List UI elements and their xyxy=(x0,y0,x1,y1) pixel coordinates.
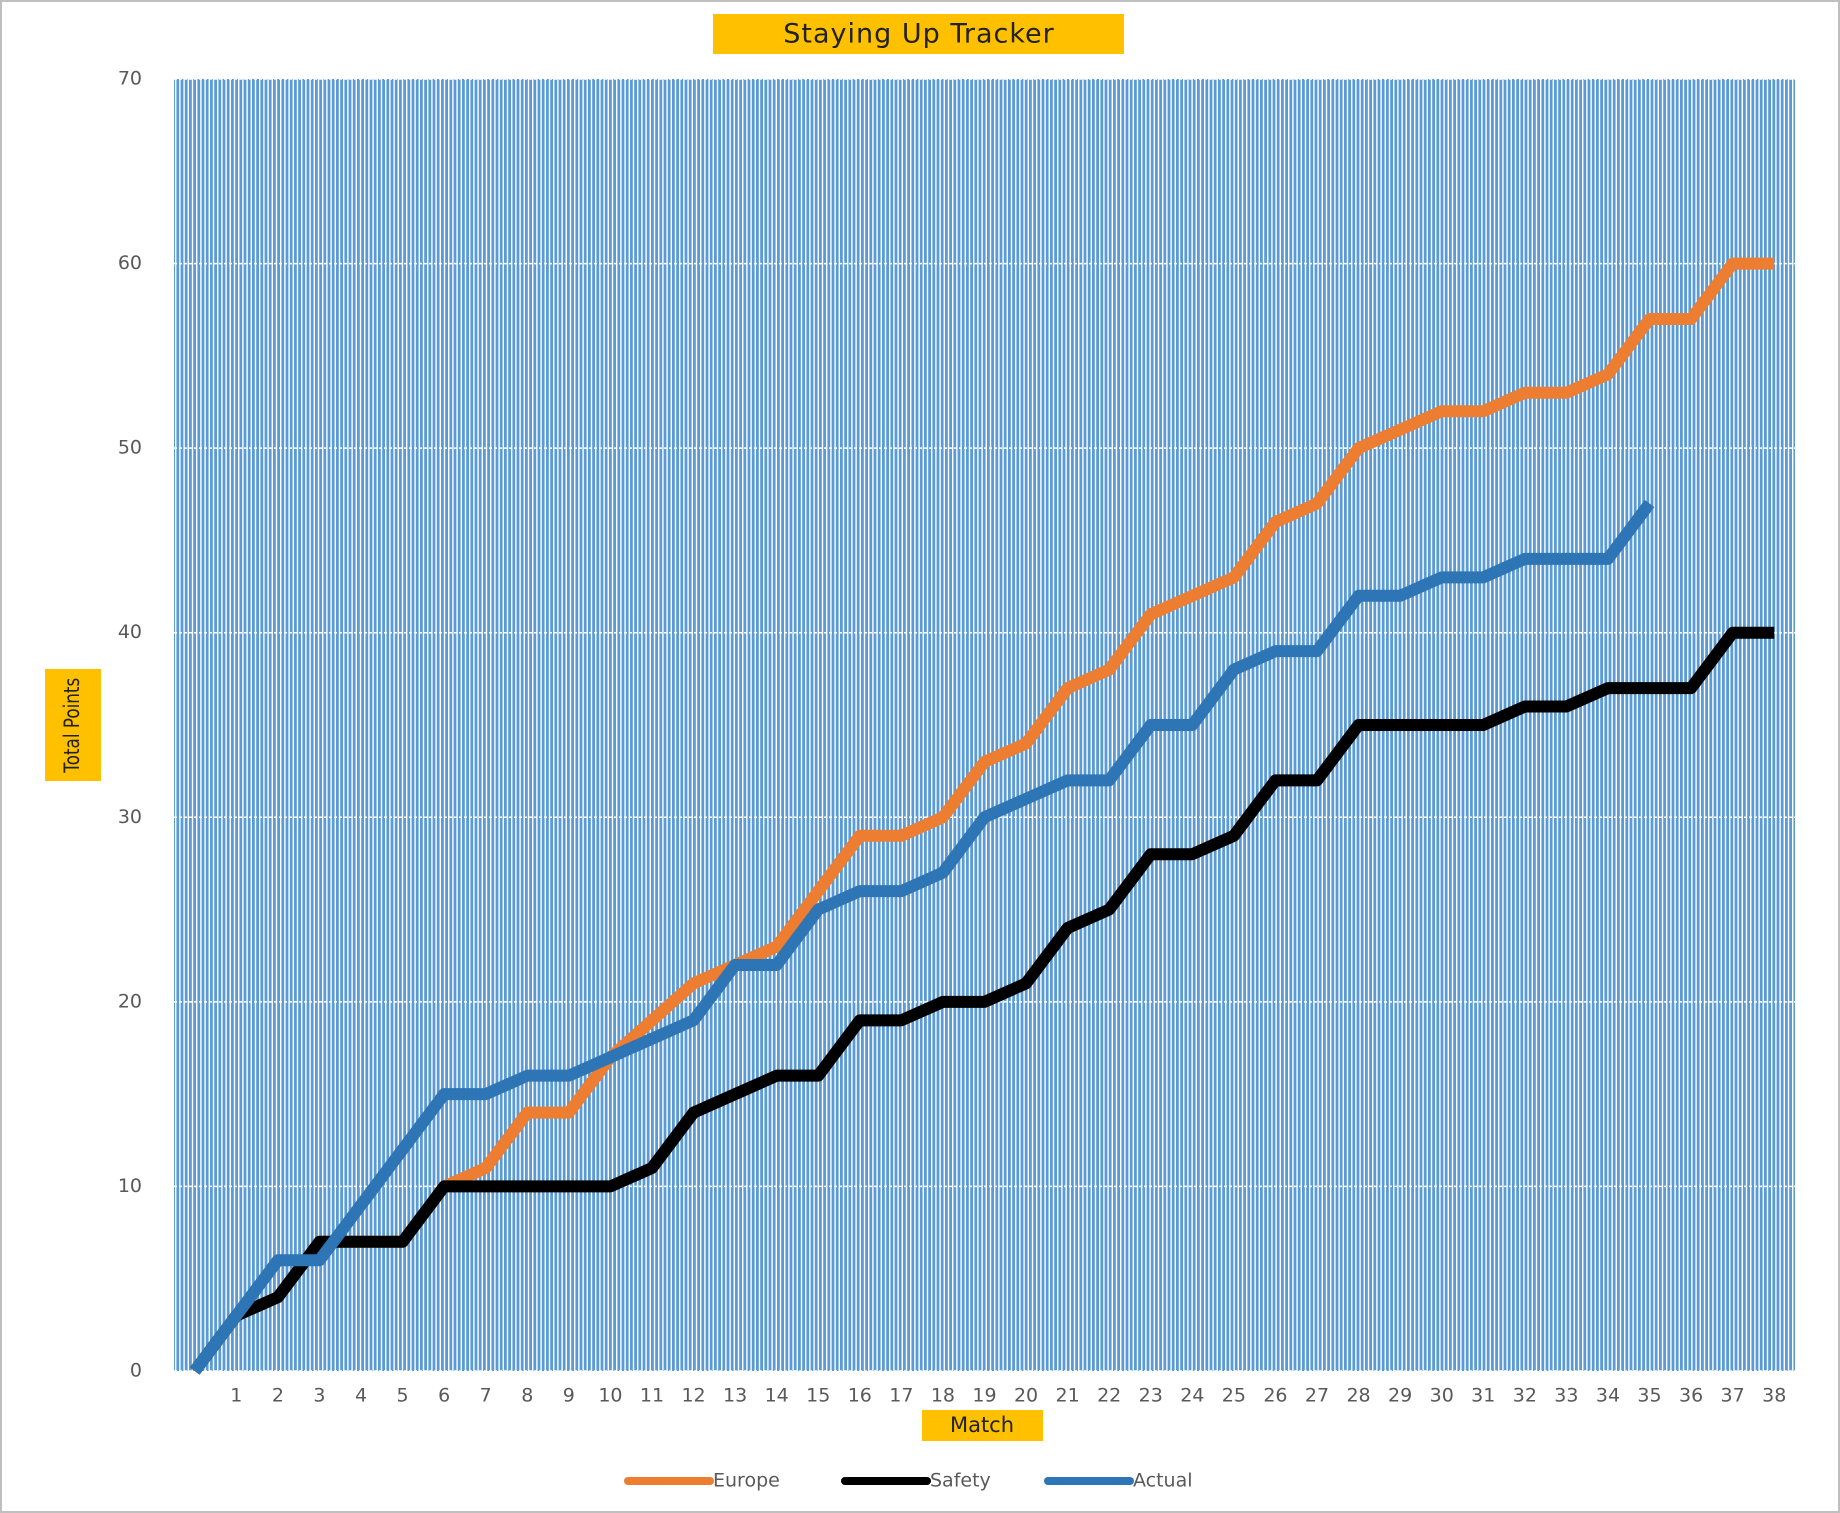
legend-label: Europe xyxy=(713,1470,780,1492)
legend-label: Safety xyxy=(930,1470,991,1492)
y-tick-label: 60 xyxy=(118,252,142,274)
series-line xyxy=(189,257,1775,1375)
plot-area xyxy=(174,79,1795,1371)
x-tick-label: 31 xyxy=(1471,1385,1495,1407)
chart-title: Staying Up Tracker xyxy=(783,19,1054,50)
y-tick-label: 20 xyxy=(118,990,142,1012)
y-tick-label: 0 xyxy=(130,1360,142,1382)
y-tick-label: 70 xyxy=(118,68,142,90)
x-tick-label: 23 xyxy=(1139,1385,1163,1407)
legend-label: Actual xyxy=(1133,1470,1193,1492)
x-tick-label: 21 xyxy=(1056,1385,1080,1407)
x-tick-label: 26 xyxy=(1263,1385,1287,1407)
x-tick-label: 38 xyxy=(1762,1385,1786,1407)
x-tick-label: 27 xyxy=(1305,1385,1329,1407)
x-tick-label: 4 xyxy=(355,1385,367,1407)
x-tick-label: 7 xyxy=(480,1385,492,1407)
x-tick-label: 22 xyxy=(1097,1385,1121,1407)
y-tick-label: 40 xyxy=(118,621,142,643)
x-tick-label: 28 xyxy=(1346,1385,1370,1407)
x-tick-label: 1 xyxy=(230,1385,242,1407)
x-tick-label: 11 xyxy=(640,1385,664,1407)
x-tick-label: 5 xyxy=(397,1385,409,1407)
series-line xyxy=(189,626,1775,1375)
x-tick-label: 24 xyxy=(1180,1385,1204,1407)
x-tick-label: 3 xyxy=(313,1385,325,1407)
x-tick-label: 13 xyxy=(723,1385,747,1407)
x-tick-label: 20 xyxy=(1014,1385,1038,1407)
x-tick-label: 8 xyxy=(521,1385,533,1407)
x-tick-label: 19 xyxy=(972,1385,996,1407)
x-tick-label: 37 xyxy=(1721,1385,1745,1407)
x-tick-label: 15 xyxy=(806,1385,830,1407)
x-tick-label: 33 xyxy=(1554,1385,1578,1407)
x-tick-label: 9 xyxy=(563,1385,575,1407)
x-tick-label: 14 xyxy=(765,1385,789,1407)
x-tick-label: 30 xyxy=(1430,1385,1454,1407)
x-tick-label: 10 xyxy=(598,1385,622,1407)
x-tick-label: 35 xyxy=(1637,1385,1661,1407)
x-title-box xyxy=(922,1410,1043,1441)
y-title-box xyxy=(45,669,101,781)
series-line xyxy=(189,499,1655,1375)
x-tick-label: 25 xyxy=(1222,1385,1246,1407)
x-tick-label: 6 xyxy=(438,1385,450,1407)
y-tick-label: 50 xyxy=(118,437,142,459)
x-tick-label: 32 xyxy=(1513,1385,1537,1407)
x-tick-label: 36 xyxy=(1679,1385,1703,1407)
title-box xyxy=(713,14,1124,54)
x-tick-label: 29 xyxy=(1388,1385,1412,1407)
y-tick-label: 30 xyxy=(118,806,142,828)
x-tick-label: 2 xyxy=(272,1385,284,1407)
x-tick-label: 17 xyxy=(889,1385,913,1407)
x-tick-label: 18 xyxy=(931,1385,955,1407)
x-tick-label: 34 xyxy=(1596,1385,1620,1407)
x-tick-label: 12 xyxy=(681,1385,705,1407)
x-axis-title: Match xyxy=(950,1413,1014,1437)
x-tick-label: 16 xyxy=(848,1385,872,1407)
y-axis-title: Total Points xyxy=(60,678,84,774)
y-tick-label: 10 xyxy=(118,1175,142,1197)
